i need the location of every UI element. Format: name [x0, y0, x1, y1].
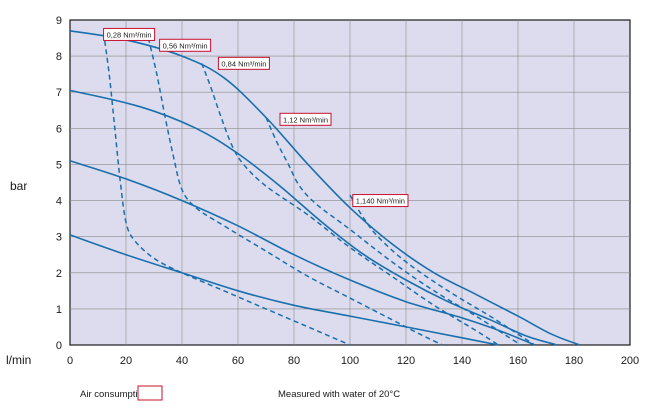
y-tick-label-2: 2	[56, 268, 62, 280]
x-axis-ticks: 0 20 40 60 80 100 120 140 160 180 200	[67, 355, 639, 367]
y-tick-label-3: 3	[56, 232, 62, 244]
x-tick-label-8: 160	[509, 355, 527, 367]
y-tick-label-7: 7	[56, 87, 62, 99]
x-tick-label-1: 20	[120, 355, 132, 367]
pressure-curve-4	[69, 234, 499, 346]
x-axis-label: l/min	[6, 353, 31, 367]
y-tick-label-5: 5	[56, 159, 62, 171]
air-consumption-curve-1	[102, 32, 351, 346]
grid-lines	[70, 20, 630, 345]
air-consumption-curve-2	[147, 37, 443, 346]
air-consumption-label-1: 0,28 Nm³/min	[103, 27, 156, 41]
y-tick-label-6: 6	[56, 123, 62, 135]
air-consumption-label-box-3	[217, 56, 270, 70]
y-tick-label-0: 0	[56, 340, 62, 352]
y-axis-label: bar	[10, 179, 27, 193]
x-tick-label-5: 100	[341, 355, 359, 367]
air-consumption-label-text-4: 1,12 Nm³/min	[283, 115, 328, 124]
air-consumption-label-4: 1,12 Nm³/min	[279, 112, 332, 126]
air-consumption-label-text-2: 0,56 Nm³/min	[163, 41, 208, 50]
air-consumption-curve-4	[265, 117, 522, 346]
x-tick-label-2: 40	[176, 355, 188, 367]
air-consumption-legend-label: Air consumption	[80, 389, 148, 400]
air-consumption-label-3: 0,84 Nm³/min	[217, 56, 270, 70]
pressure-curve-2	[69, 89, 558, 346]
measured-note: Measured with water of 20°C	[278, 389, 400, 400]
air-consumption-label-text-5: 1,140 Nm³/min	[356, 197, 405, 206]
air-consumption-label-box-5	[352, 194, 409, 208]
x-tick-label-0: 0	[67, 355, 73, 367]
air-consumption-legend-swatch	[137, 385, 163, 401]
curve-annotations: 0,28 Nm³/min 0,56 Nm³/min 0,84 Nm³/min 1,12…	[103, 27, 409, 208]
air-consumption-label-box-4	[279, 112, 332, 126]
y-axis-ticks: 0 1 2 3 4 5 6 7 8 9	[56, 15, 62, 352]
x-tick-label-9: 180	[565, 355, 583, 367]
x-tick-label-7: 140	[453, 355, 471, 367]
x-tick-label-3: 60	[232, 355, 244, 367]
air-consumption-label-text-3: 0,84 Nm³/min	[221, 59, 266, 68]
x-tick-label-6: 120	[397, 355, 415, 367]
curves	[69, 30, 580, 346]
x-tick-label-4: 80	[288, 355, 300, 367]
air-consumption-label-2: 0,56 Nm³/min	[159, 38, 212, 52]
air-consumption-label-box-1	[103, 27, 156, 41]
pressure-curve-3	[69, 160, 536, 346]
y-tick-label-9: 9	[56, 15, 62, 27]
air-consumption-label-box-2	[159, 38, 212, 52]
air-consumption-curve-3	[200, 63, 499, 346]
pressure-curve-1	[69, 30, 580, 346]
air-consumption-label-5: 1,140 Nm³/min	[352, 194, 409, 208]
air-consumption-label-text-1: 0,28 Nm³/min	[107, 30, 152, 39]
y-tick-label-8: 8	[56, 51, 62, 63]
y-tick-label-4: 4	[56, 196, 62, 208]
x-tick-label-10: 200	[621, 355, 639, 367]
air-consumption-curve-5	[349, 194, 536, 346]
y-tick-label-1: 1	[56, 304, 62, 316]
